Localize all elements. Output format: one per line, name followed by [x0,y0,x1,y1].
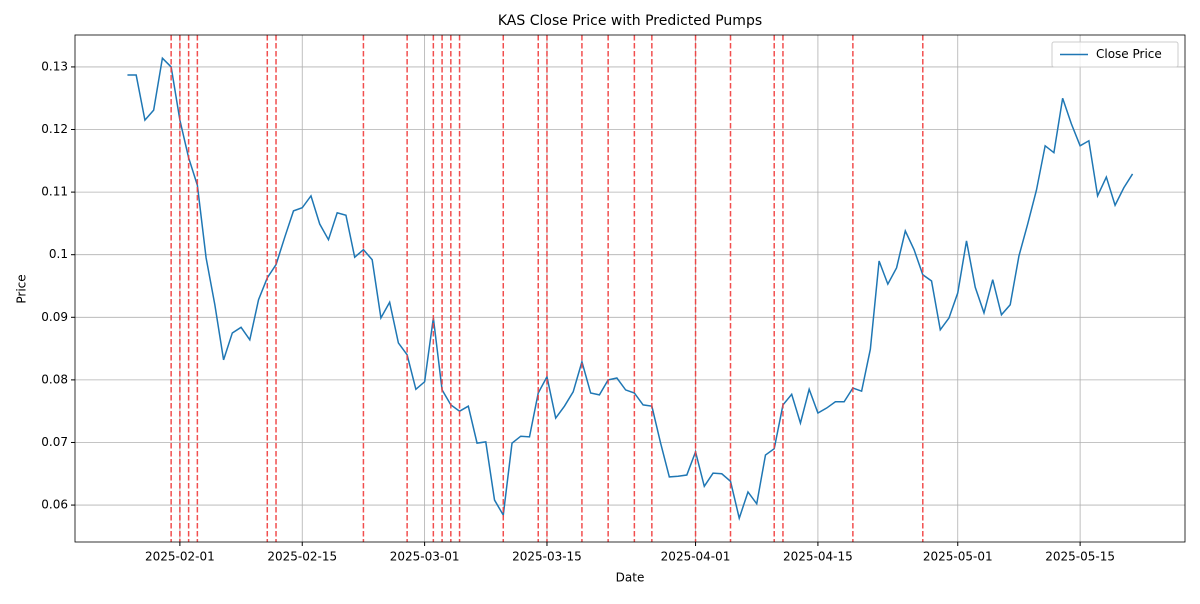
y-tick-label: 0.08 [41,372,68,386]
x-tick-label: 2025-05-01 [923,550,993,564]
chart-title: KAS Close Price with Predicted Pumps [498,13,762,29]
y-axis-label: Price [15,274,29,303]
y-tick-label: 0.12 [41,122,68,136]
x-tick-label: 2025-02-01 [145,550,215,564]
y-tick-label: 0.09 [41,310,68,324]
price-line [127,56,1134,521]
y-tick-label: 0.11 [41,185,68,199]
y-tick-label: 0.1 [49,247,68,261]
x-tick-label: 2025-05-15 [1045,550,1115,564]
legend-box [1051,41,1179,68]
plot-frame [74,34,1186,543]
x-tick-label: 2025-04-01 [661,550,731,564]
x-tick-label: 2025-03-15 [512,550,582,564]
x-tick-label: 2025-03-01 [390,550,460,564]
x-axis-label: Date [616,571,645,585]
x-tick-label: 2025-04-15 [783,550,853,564]
y-tick-label: 0.07 [41,435,68,449]
x-tick-label: 2025-02-15 [267,550,337,564]
legend-label: Close Price [1096,47,1162,61]
y-tick-label: 0.13 [41,59,68,73]
y-tick-label: 0.06 [41,498,68,512]
